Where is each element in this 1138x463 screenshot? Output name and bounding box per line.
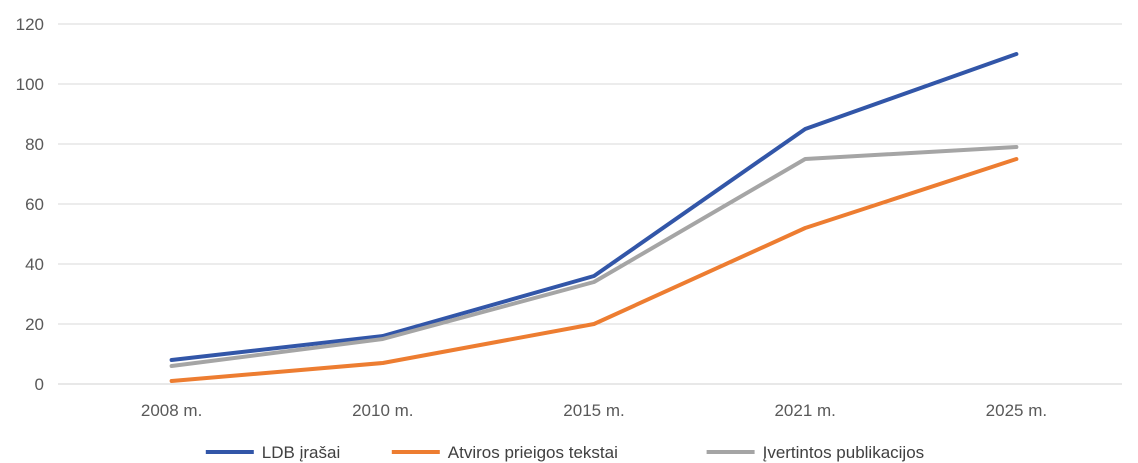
y-axis-tick-labels: 0 20 40 60 80 100 120 <box>16 15 44 394</box>
y-tick-label: 0 <box>35 375 44 394</box>
y-tick-label: 60 <box>25 195 44 214</box>
y-tick-label: 40 <box>25 255 44 274</box>
series-lines <box>169 52 1019 383</box>
x-tick-label: 2025 m. <box>986 401 1047 420</box>
series-line <box>169 157 1019 383</box>
y-tick-label: 120 <box>16 15 44 34</box>
y-tick-label: 80 <box>25 135 44 154</box>
x-tick-label: 2008 m. <box>141 401 202 420</box>
x-tick-label: 2010 m. <box>352 401 413 420</box>
y-tick-label: 100 <box>16 75 44 94</box>
series-line <box>169 52 1019 362</box>
y-tick-label: 20 <box>25 315 44 334</box>
legend: LDB įrašai Atviros prieigos tekstai Įverti… <box>205 443 925 462</box>
x-axis-tick-labels: 2008 m. 2010 m. 2015 m. 2021 m. 2025 m. <box>141 401 1047 420</box>
x-tick-label: 2021 m. <box>774 401 835 420</box>
gridlines <box>58 23 1122 385</box>
x-tick-label: 2015 m. <box>563 401 624 420</box>
legend-label: Įvertintos publikacijos <box>763 443 925 462</box>
series-line <box>169 145 1019 368</box>
legend-label: Atviros prieigos tekstai <box>448 443 618 462</box>
legend-label: LDB įrašai <box>262 443 340 462</box>
